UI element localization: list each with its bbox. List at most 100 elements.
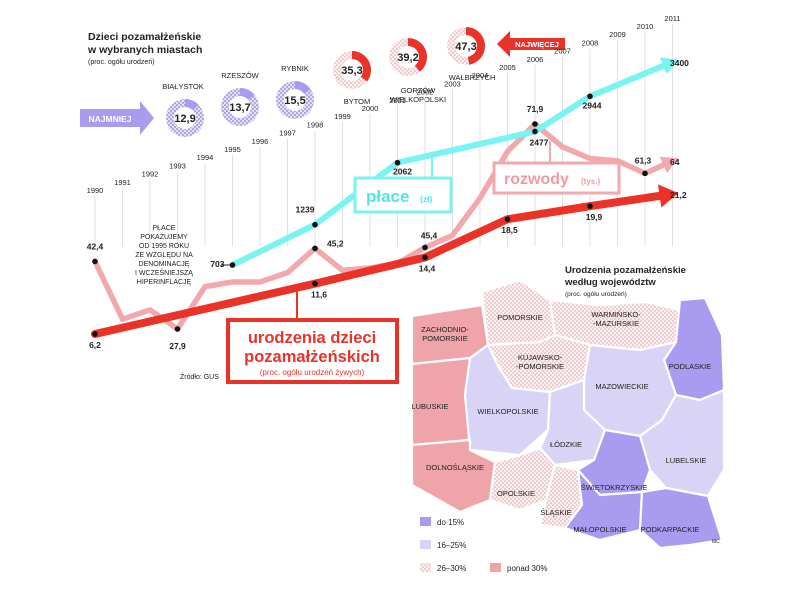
cities-title-line1: Dzieci pozamałżeńskie <box>88 31 201 43</box>
donut-hole <box>228 95 252 119</box>
year-label: 1999 <box>334 112 351 121</box>
divorces-value-label: 71,9 <box>527 104 544 114</box>
divorces-arrowhead <box>659 156 678 174</box>
region-label-line2: -POMORSKIE <box>516 362 564 371</box>
wages-note: PŁACE POKAZUJEMY OD 1995 ROKU ZE WZGLĘDU NA… <box>135 225 232 286</box>
series-points <box>92 93 648 337</box>
births-label-box: urodzenia dzieci pozamałżeńskich (proc. … <box>226 288 399 384</box>
places-value-label: 1239 <box>296 205 315 215</box>
cities-subtitle: (proc. ogółu urodzeń) <box>88 59 155 66</box>
divorces-series-line <box>92 121 667 332</box>
legend-swatch <box>420 540 431 549</box>
year-label: 2010 <box>637 22 654 31</box>
year-label: 2011 <box>664 14 680 23</box>
births-label-sub: (proc. ogółu urodzeń żywych) <box>260 368 365 377</box>
note-line: DENOMINACJĘ <box>139 261 190 268</box>
donut-hole <box>454 34 478 58</box>
region-label: KUJAWSKO- <box>518 353 563 362</box>
places-point <box>532 128 538 135</box>
donut-value: 35,3 <box>341 65 362 77</box>
births-point <box>92 331 98 337</box>
donut-value: 12,9 <box>174 113 195 125</box>
year-label: 1994 <box>197 153 214 162</box>
places-value-label: 703 <box>210 259 224 269</box>
divorces-point <box>642 170 648 177</box>
map-legend: do 15% 16–25% 26–30% ponad 30% <box>420 517 547 573</box>
year-label: 1993 <box>169 161 186 170</box>
births-value-label: 21,2 <box>670 190 687 200</box>
map-subtitle: (proc. ogółu urodzeń) <box>565 291 627 298</box>
places-label: płace <box>366 187 409 206</box>
year-label: 1995 <box>224 145 241 154</box>
region-label: ŚLĄSKIE <box>540 508 571 517</box>
region-shape <box>638 486 724 550</box>
note-line: OD 1995 ROKU <box>139 243 189 250</box>
series-value-labels: 703 1239 2062 2477 2944 3400 42,4 27,9 45,2 45,4 7… <box>87 58 689 351</box>
donut-hole <box>173 106 197 130</box>
births-value-label: 18,5 <box>501 225 518 235</box>
places-point <box>312 221 318 228</box>
region-label-line2: POMORSKIE <box>422 334 467 343</box>
births-value-label: 11,6 <box>311 290 327 300</box>
donut-city-name: WAŁBRZYCH <box>449 73 496 82</box>
highest-arrow: NAJWIĘCEJ <box>497 31 565 57</box>
map-title-line1: Urodzenia pozamałżeńskie <box>565 265 686 276</box>
places-value-label: 2477 <box>530 137 549 147</box>
places-series-line <box>229 62 667 268</box>
legend-swatch <box>420 563 431 572</box>
city-donut-4: 35,3 BYTOM <box>333 51 371 106</box>
donut-city-name: GORZÓW <box>401 86 436 95</box>
divorces-point <box>422 244 428 251</box>
map-title-line2: według województw <box>564 277 656 288</box>
region-label: PODLASKIE <box>669 362 712 371</box>
places-unit: (zł) <box>420 194 432 204</box>
legend-swatch <box>490 563 501 572</box>
donut-hole <box>340 58 364 82</box>
donut-value: 47,3 <box>455 41 476 53</box>
divorces-value-label: 61,3 <box>635 155 652 165</box>
year-label: 1992 <box>142 170 159 179</box>
donut-city-name-line2: WIELKOPOLSKI <box>390 95 446 104</box>
donut-value: 15,5 <box>284 95 305 107</box>
region-label: MAŁOPOLSKIE <box>573 525 626 534</box>
births-point <box>504 216 511 222</box>
lowest-label: NAJMNIEJ <box>89 114 132 124</box>
donut-city-name: BYTOM <box>344 97 371 106</box>
region-label: WIELKOPOLSKIE <box>477 407 538 416</box>
highest-label: NAJWIĘCEJ <box>515 40 559 49</box>
year-label: 2001 <box>389 96 406 105</box>
places-value-label: 2944 <box>583 100 602 110</box>
map-regions <box>410 278 726 550</box>
divorces-point <box>174 326 181 332</box>
region-label: ŚWIĘTOKRZYSKIE <box>581 483 648 492</box>
year-label: 2002 <box>417 88 434 97</box>
births-series-line <box>91 191 664 338</box>
city-donut-6: 47,3 WAŁBRZYCH <box>447 27 495 82</box>
region-label: OPOLSKIE <box>497 489 535 498</box>
donut-city-name: RYBNIK <box>281 64 309 73</box>
year-label: 2004 <box>472 71 489 80</box>
city-donut-3: 15,5 RYBNIK <box>276 64 314 119</box>
divorces-point <box>312 245 318 252</box>
cities-title-line2: w wybranych miastach <box>87 44 202 56</box>
year-label: 1996 <box>252 137 269 146</box>
lowest-arrow: NAJMNIEJ <box>80 101 154 135</box>
year-label: 2006 <box>527 55 544 64</box>
places-point <box>394 159 401 166</box>
region-label: MAZOWIECKIE <box>595 382 648 391</box>
region-shape <box>563 468 644 542</box>
donut-city-name: BIAŁYSTOK <box>162 82 204 91</box>
region-label: DOLNOŚLĄSKIE <box>426 463 484 472</box>
region-label: ZACHODNIO- <box>421 325 469 334</box>
legend-label: 16–25% <box>437 541 466 550</box>
divorces-value-label: 45,2 <box>327 238 344 248</box>
note-line: HIPERINFLACJĘ <box>137 279 192 286</box>
legend-label: 26–30% <box>437 564 466 573</box>
region-label-line2: -MAZURSKIE <box>593 319 639 328</box>
places-label-box: płace (zł) <box>353 156 453 214</box>
line-chart: 1990 1991 1992 1993 1994 1995 1996 1997 1998 1999… <box>87 14 689 384</box>
donut-hole <box>283 88 307 112</box>
donut-hole <box>396 45 420 69</box>
